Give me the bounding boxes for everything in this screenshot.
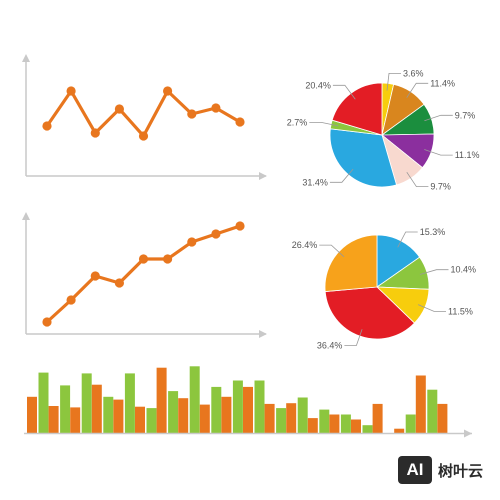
line-chart-middle (22, 212, 267, 338)
bar (372, 403, 383, 433)
data-point (163, 86, 173, 96)
data-point (90, 128, 100, 138)
bar-chart-bottom (24, 366, 472, 438)
data-point (42, 317, 52, 327)
bar (415, 375, 426, 433)
bar (168, 391, 179, 433)
bar (48, 406, 59, 433)
bar (362, 425, 373, 433)
x-axis-arrow (259, 330, 267, 338)
slice-label: 11.5% (448, 306, 473, 316)
data-point (42, 121, 52, 131)
bar (178, 398, 189, 433)
data-point (211, 103, 221, 113)
data-point (187, 237, 197, 247)
data-point (66, 295, 76, 305)
bar (329, 414, 340, 433)
slice-label: 15.3% (420, 227, 446, 237)
slice-label: 36.4% (317, 341, 343, 351)
bar (189, 366, 200, 433)
label-leader (424, 114, 453, 122)
pie-chart-middle: 15.3% 10.4% 11.5% 36.4% 26.4% (292, 227, 476, 351)
label-leader (406, 171, 429, 188)
series-line (45, 224, 241, 324)
bar (211, 386, 222, 433)
bar (351, 419, 361, 433)
slice-label: 26.4% (292, 240, 318, 250)
bar (81, 373, 92, 433)
y-axis-arrow (22, 54, 30, 62)
data-point (235, 117, 245, 127)
slice-label: 31.4% (302, 177, 328, 187)
line-chart-top (22, 54, 267, 180)
data-point (138, 131, 149, 141)
slice-label: 9.7% (430, 182, 451, 192)
y-axis-arrow (22, 212, 30, 220)
bar (60, 385, 71, 433)
data-point (187, 109, 197, 119)
slice-label: 11.1% (455, 150, 480, 160)
pie-chart-top: 3.6% 11.4% 9.7% 11.1% 9.7% 31.4% 2.7% 20.4% (287, 68, 480, 191)
bar (254, 380, 265, 433)
bar (146, 408, 157, 433)
data-point (114, 278, 124, 288)
data-point (211, 229, 221, 239)
bar (91, 384, 102, 433)
data-point (163, 254, 173, 264)
label-leader (319, 244, 345, 258)
x-axis-arrow (464, 429, 472, 438)
bar (199, 404, 210, 433)
data-point (90, 271, 100, 281)
data-point (66, 86, 76, 96)
data-point (114, 104, 124, 114)
label-leader (424, 149, 453, 156)
slice-label: 20.4% (305, 80, 331, 90)
logo-brand-name: 树叶云 (438, 462, 484, 480)
bar (276, 408, 287, 433)
bar (340, 414, 351, 433)
data-point (138, 254, 149, 264)
bar (27, 396, 37, 433)
bar (297, 397, 308, 433)
label-leader (329, 168, 354, 183)
x-axis-arrow (259, 172, 267, 180)
slice-label: 11.4% (430, 78, 455, 88)
brand-logo: AI 树叶云 (398, 456, 494, 484)
label-leader (406, 82, 429, 98)
bar (113, 399, 124, 433)
bar (307, 418, 318, 433)
bar (156, 367, 167, 433)
slice-label: 10.4% (451, 265, 477, 275)
bar (221, 396, 232, 433)
pie-slice (324, 234, 378, 293)
slice-label: 2.7% (287, 117, 308, 127)
bar (264, 403, 275, 433)
slice-label: 3.6% (403, 68, 424, 78)
bar (405, 414, 416, 433)
bar (437, 403, 448, 433)
bar (286, 403, 297, 433)
series-line (45, 89, 241, 138)
bar (243, 386, 253, 433)
label-leader (332, 84, 356, 100)
label-leader (309, 122, 339, 127)
logo-mark: AI (398, 456, 432, 484)
bar (70, 407, 81, 433)
label-leader (417, 304, 446, 312)
label-leader (344, 329, 363, 346)
label-leader (386, 73, 401, 91)
bar (135, 406, 145, 433)
slice-label: 9.7% (455, 110, 476, 120)
bar (427, 389, 438, 433)
data-point (235, 221, 245, 231)
bar (103, 396, 114, 433)
label-leader (397, 231, 418, 248)
label-leader (419, 269, 449, 275)
bar (232, 380, 243, 433)
bar (319, 409, 330, 433)
bar (38, 372, 49, 433)
bar (124, 373, 135, 433)
bar (394, 428, 405, 433)
